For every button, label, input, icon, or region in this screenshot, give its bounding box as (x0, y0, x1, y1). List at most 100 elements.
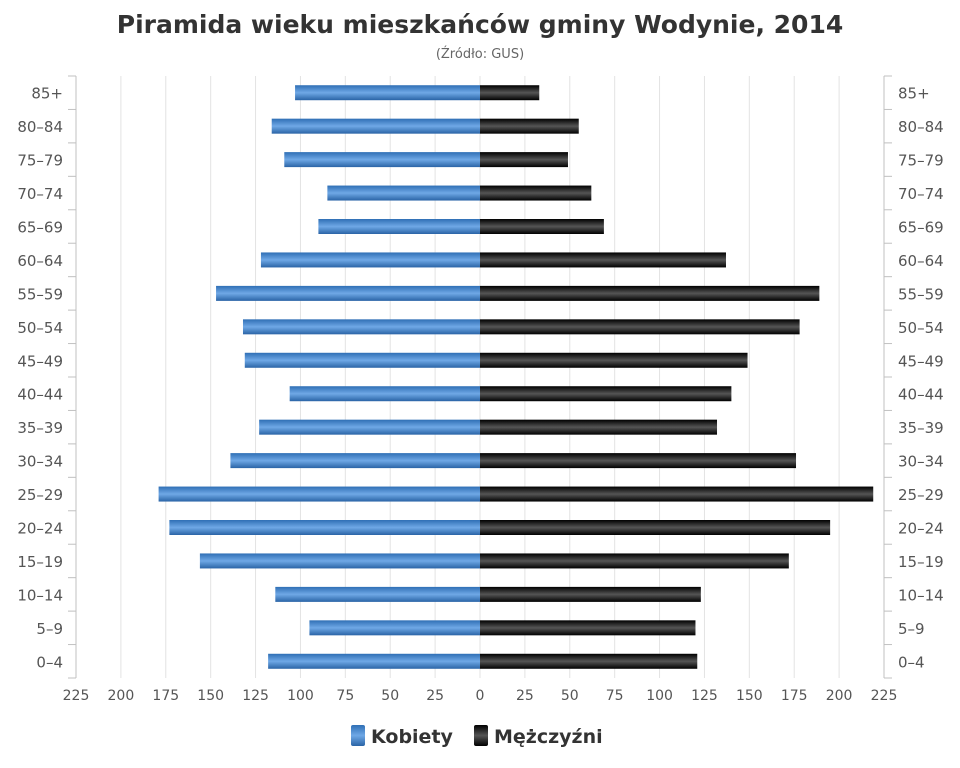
category-label-left: 85+ (31, 85, 63, 103)
x-tick-label: 100 (287, 688, 314, 704)
bar-kobiety-4[interactable] (318, 219, 480, 234)
legend-swatch-mezczyzni (474, 725, 488, 746)
bar-kobiety-17[interactable] (268, 653, 480, 669)
x-tick-label: 125 (691, 688, 718, 704)
category-label-right: 0–4 (898, 653, 925, 671)
bar-mezczyzni-17[interactable] (480, 653, 698, 669)
category-label-right: 20–24 (898, 520, 944, 538)
category-label-left: 30–34 (17, 453, 63, 471)
bar-mezczyzni-14[interactable] (480, 553, 789, 569)
x-tick-label: 175 (781, 688, 808, 704)
category-label-left: 70–74 (17, 185, 63, 203)
category-label-right: 45–49 (898, 352, 944, 370)
bar-mezczyzni-3[interactable] (480, 185, 592, 201)
category-label-right: 80–84 (898, 118, 944, 136)
category-label-left: 60–64 (17, 252, 63, 270)
bar-kobiety-1[interactable] (271, 118, 480, 134)
bar-kobiety-8[interactable] (244, 352, 480, 368)
legend-item-kobiety[interactable]: Kobiety (351, 725, 454, 748)
bar-mezczyzni-15[interactable] (480, 586, 701, 602)
bar-mezczyzni-9[interactable] (480, 386, 732, 402)
category-label-right: 70–74 (898, 185, 944, 203)
bar-kobiety-0[interactable] (295, 85, 480, 101)
bar-kobiety-6[interactable] (216, 285, 480, 301)
category-label-right: 25–29 (898, 486, 944, 504)
category-label-left: 10–14 (17, 586, 63, 604)
bar-mezczyzni-8[interactable] (480, 352, 748, 368)
category-label-left: 20–24 (17, 520, 63, 538)
grid-lines (75, 76, 885, 678)
category-label-left: 75–79 (17, 152, 63, 170)
category-label-left: 65–69 (17, 219, 63, 237)
bar-mezczyzni-10[interactable] (480, 419, 718, 435)
category-label-right: 85+ (898, 85, 930, 103)
bar-mezczyzni-16[interactable] (480, 620, 696, 636)
x-tick-label: 225 (63, 688, 90, 704)
bar-mezczyzni-12[interactable] (480, 486, 874, 502)
category-label-left: 5–9 (36, 620, 63, 638)
bar-kobiety-14[interactable] (199, 553, 481, 569)
category-label-right: 65–69 (898, 219, 944, 237)
bar-kobiety-9[interactable] (289, 386, 480, 402)
category-label-left: 80–84 (17, 118, 63, 136)
x-tick-label: 50 (561, 688, 579, 704)
category-label-left: 35–39 (17, 419, 63, 437)
x-tick-label: 25 (516, 688, 534, 704)
bar-kobiety-10[interactable] (259, 419, 480, 435)
bar-kobiety-15[interactable] (275, 586, 480, 602)
category-label-left: 45–49 (17, 352, 63, 370)
bar-kobiety-13[interactable] (169, 520, 480, 535)
bar-kobiety-3[interactable] (327, 185, 480, 201)
category-label-left: 55–59 (17, 285, 63, 303)
bar-mezczyzni-13[interactable] (480, 520, 831, 535)
bar-mezczyzni-7[interactable] (480, 319, 800, 335)
legend-label-mezczyzni: Mężczyźni (494, 726, 603, 748)
x-tick-label: 25 (426, 688, 444, 704)
bar-mezczyzni-5[interactable] (480, 252, 726, 268)
x-tick-label: 75 (336, 688, 354, 704)
category-label-right: 75–79 (898, 152, 944, 170)
category-label-left: 40–44 (17, 386, 63, 404)
bar-mezczyzni-0[interactable] (480, 85, 540, 101)
x-tick-label: 0 (476, 688, 485, 704)
legend-swatch-kobiety (351, 725, 365, 746)
bar-mezczyzni-2[interactable] (480, 152, 568, 168)
x-tick-label: 125 (242, 688, 269, 704)
bar-mezczyzni-1[interactable] (480, 118, 579, 134)
bar-kobiety-16[interactable] (309, 620, 480, 636)
category-label-right: 35–39 (898, 419, 944, 437)
bar-kobiety-11[interactable] (230, 453, 480, 469)
bars (158, 85, 874, 669)
category-label-right: 15–19 (898, 553, 944, 571)
bar-kobiety-7[interactable] (242, 319, 480, 335)
category-label-right: 60–64 (898, 252, 944, 270)
category-label-right: 30–34 (898, 453, 944, 471)
x-tick-label: 75 (606, 688, 624, 704)
bar-mezczyzni-4[interactable] (480, 219, 604, 234)
x-tick-label: 225 (871, 688, 898, 704)
legend-label-kobiety: Kobiety (371, 726, 454, 748)
x-tick-label: 175 (152, 688, 179, 704)
legend: Kobiety Mężczyźni (351, 725, 603, 748)
bar-kobiety-12[interactable] (158, 486, 480, 502)
bar-mezczyzni-6[interactable] (480, 285, 820, 301)
chart-title: Piramida wieku mieszkańców gminy Wodynie… (117, 10, 844, 39)
x-tick-label: 200 (108, 688, 135, 704)
x-axis-ticks: 225 200 175 150 125 100 75 50 25 0 25 50 75 100 125 150… (63, 688, 898, 704)
x-tick-label: 200 (826, 688, 853, 704)
category-label-left: 15–19 (17, 553, 63, 571)
bar-kobiety-2[interactable] (284, 152, 480, 168)
category-label-right: 40–44 (898, 386, 944, 404)
legend-item-mezczyzni[interactable]: Mężczyźni (474, 725, 603, 748)
x-tick-label: 150 (197, 688, 224, 704)
category-label-right: 10–14 (898, 586, 944, 604)
x-tick-label: 50 (381, 688, 399, 704)
category-labels: 85+ 85+ 80–84 80–84 75–79 75–79 70–74 70–74 65–6… (17, 85, 943, 672)
category-label-right: 50–54 (898, 319, 944, 337)
axes (68, 75, 892, 679)
bar-mezczyzni-11[interactable] (480, 453, 797, 469)
x-tick-label: 150 (736, 688, 763, 704)
category-label-right: 5–9 (898, 620, 925, 638)
bar-kobiety-5[interactable] (260, 252, 480, 268)
